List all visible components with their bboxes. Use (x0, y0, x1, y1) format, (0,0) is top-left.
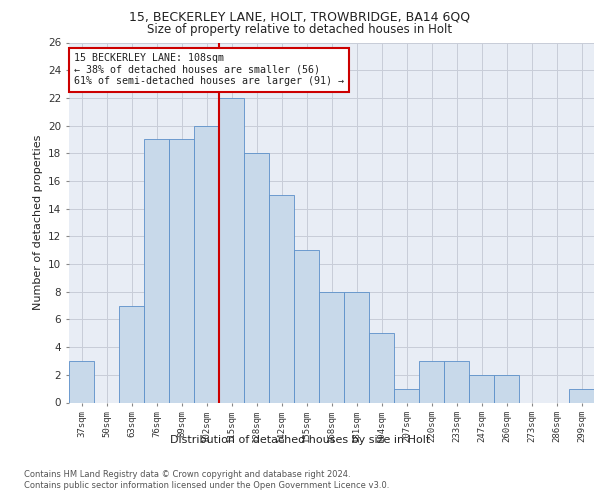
Text: Contains HM Land Registry data © Crown copyright and database right 2024.: Contains HM Land Registry data © Crown c… (24, 470, 350, 479)
Bar (194, 126, 219, 402)
Bar (69, 361, 94, 403)
Bar (469, 375, 494, 402)
Text: Distribution of detached houses by size in Holt: Distribution of detached houses by size … (170, 435, 430, 445)
Bar (269, 195, 294, 402)
Bar (169, 140, 194, 402)
Bar (419, 361, 444, 403)
Text: 15, BECKERLEY LANE, HOLT, TROWBRIDGE, BA14 6QQ: 15, BECKERLEY LANE, HOLT, TROWBRIDGE, BA… (130, 10, 470, 23)
Bar (394, 388, 419, 402)
Bar (244, 154, 269, 402)
Bar (344, 292, 369, 403)
Bar (294, 250, 319, 402)
Bar (444, 361, 469, 403)
Bar (369, 334, 394, 402)
Y-axis label: Number of detached properties: Number of detached properties (32, 135, 43, 310)
Bar (569, 388, 594, 402)
Bar (144, 140, 169, 402)
Text: Contains public sector information licensed under the Open Government Licence v3: Contains public sector information licen… (24, 481, 389, 490)
Bar (319, 292, 344, 403)
Bar (119, 306, 144, 402)
Bar (219, 98, 244, 402)
Text: 15 BECKERLEY LANE: 108sqm
← 38% of detached houses are smaller (56)
61% of semi-: 15 BECKERLEY LANE: 108sqm ← 38% of detac… (74, 54, 344, 86)
Bar (494, 375, 519, 402)
Text: Size of property relative to detached houses in Holt: Size of property relative to detached ho… (148, 22, 452, 36)
